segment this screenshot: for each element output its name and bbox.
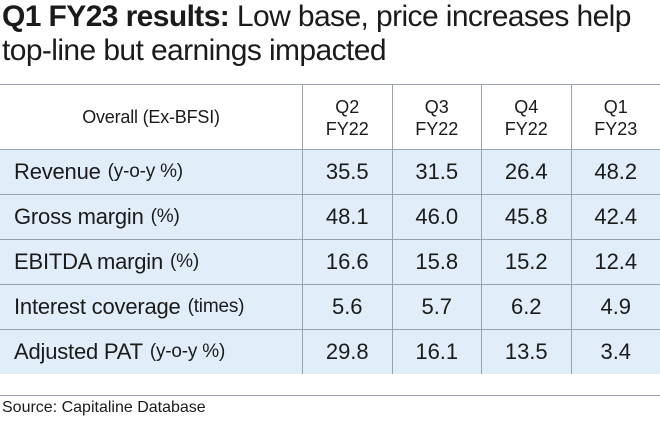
column-header-line2: FY22 bbox=[325, 118, 369, 139]
chart-title-lead: Q1 FY23 results: bbox=[2, 0, 230, 33]
metric-unit: (y-o-y %) bbox=[107, 161, 183, 182]
row-label: EBITDA margin (%) bbox=[0, 240, 302, 284]
table-cell: 46.0 bbox=[391, 195, 482, 239]
column-header: Q2 FY22 bbox=[302, 85, 392, 150]
column-header: Q1 FY23 bbox=[570, 85, 660, 150]
table-cell: 6.2 bbox=[481, 285, 571, 329]
column-header-line1: Q3 bbox=[424, 96, 449, 117]
chart-title: Q1 FY23 results: Low base, price increas… bbox=[2, 0, 658, 68]
header-label: Overall (Ex-BFSI) bbox=[82, 107, 220, 127]
table-cell: 42.4 bbox=[570, 195, 660, 239]
table-cell: 15.8 bbox=[391, 240, 482, 284]
table-cell: 35.5 bbox=[302, 150, 392, 194]
table-cell: 31.5 bbox=[391, 150, 482, 194]
metric-name: Gross margin bbox=[14, 204, 144, 229]
row-label: Revenue (y-o-y %) bbox=[0, 150, 302, 194]
table-cell: 29.8 bbox=[302, 330, 392, 374]
table-row: Interest coverage (times) 5.6 5.7 6.2 4.… bbox=[0, 284, 660, 329]
table-cell: 3.4 bbox=[570, 330, 660, 374]
column-header-line1: Q2 bbox=[335, 96, 360, 117]
metric-unit: (%) bbox=[150, 206, 180, 227]
column-header-line1: Q4 bbox=[514, 96, 539, 117]
table-cell: 5.6 bbox=[302, 285, 392, 329]
column-header-line2: FY23 bbox=[594, 118, 638, 139]
column-header-line1: Q1 bbox=[603, 96, 628, 117]
metric-unit: (y-o-y %) bbox=[149, 341, 226, 362]
table-row: Adjusted PAT (y-o-y %) 29.8 16.1 13.5 3.… bbox=[0, 329, 660, 374]
column-header: Q4 FY22 bbox=[481, 85, 571, 150]
source-note: Source: Capitaline Database bbox=[2, 399, 206, 416]
chart-title-rest: Low base, price increases help top-line … bbox=[2, 0, 631, 67]
column-header: Q3 FY22 bbox=[391, 85, 482, 150]
metric-name: Revenue bbox=[14, 159, 101, 184]
metric-unit: (times) bbox=[187, 296, 245, 317]
metric-name: Interest coverage bbox=[14, 294, 181, 319]
table-row: Revenue (y-o-y %) 35.5 31.5 26.4 48.2 bbox=[0, 149, 660, 194]
table-cell: 15.2 bbox=[481, 240, 571, 284]
table-bottom-rule bbox=[0, 395, 660, 396]
table-cell: 5.7 bbox=[391, 285, 482, 329]
metric-name: EBITDA margin bbox=[14, 249, 164, 274]
row-label: Interest coverage (times) bbox=[0, 285, 302, 329]
row-label: Gross margin (%) bbox=[0, 195, 302, 239]
table-cell: 26.4 bbox=[481, 150, 571, 194]
metric-unit: (%) bbox=[170, 251, 199, 272]
column-header-line2: FY22 bbox=[504, 118, 548, 139]
results-table: Overall (Ex-BFSI) Q2 FY22 Q3 FY22 Q4 FY2… bbox=[0, 84, 660, 396]
table-cell: 48.2 bbox=[570, 150, 660, 194]
table-cell: 16.1 bbox=[391, 330, 482, 374]
table-row: EBITDA margin (%) 16.6 15.8 15.2 12.4 bbox=[0, 239, 660, 284]
table-cell: 12.4 bbox=[570, 240, 660, 284]
table-cell: 45.8 bbox=[481, 195, 571, 239]
table-row: Gross margin (%) 48.1 46.0 45.8 42.4 bbox=[0, 194, 660, 239]
row-label: Adjusted PAT (y-o-y %) bbox=[0, 330, 302, 374]
table-cell: 4.9 bbox=[570, 285, 660, 329]
column-header-line2: FY22 bbox=[415, 118, 459, 139]
table-header-row: Overall (Ex-BFSI) Q2 FY22 Q3 FY22 Q4 FY2… bbox=[0, 84, 660, 150]
metric-name: Adjusted PAT bbox=[14, 339, 143, 364]
table-cell: 13.5 bbox=[481, 330, 571, 374]
table-cell: 16.6 bbox=[302, 240, 392, 284]
table-cell: 48.1 bbox=[302, 195, 392, 239]
